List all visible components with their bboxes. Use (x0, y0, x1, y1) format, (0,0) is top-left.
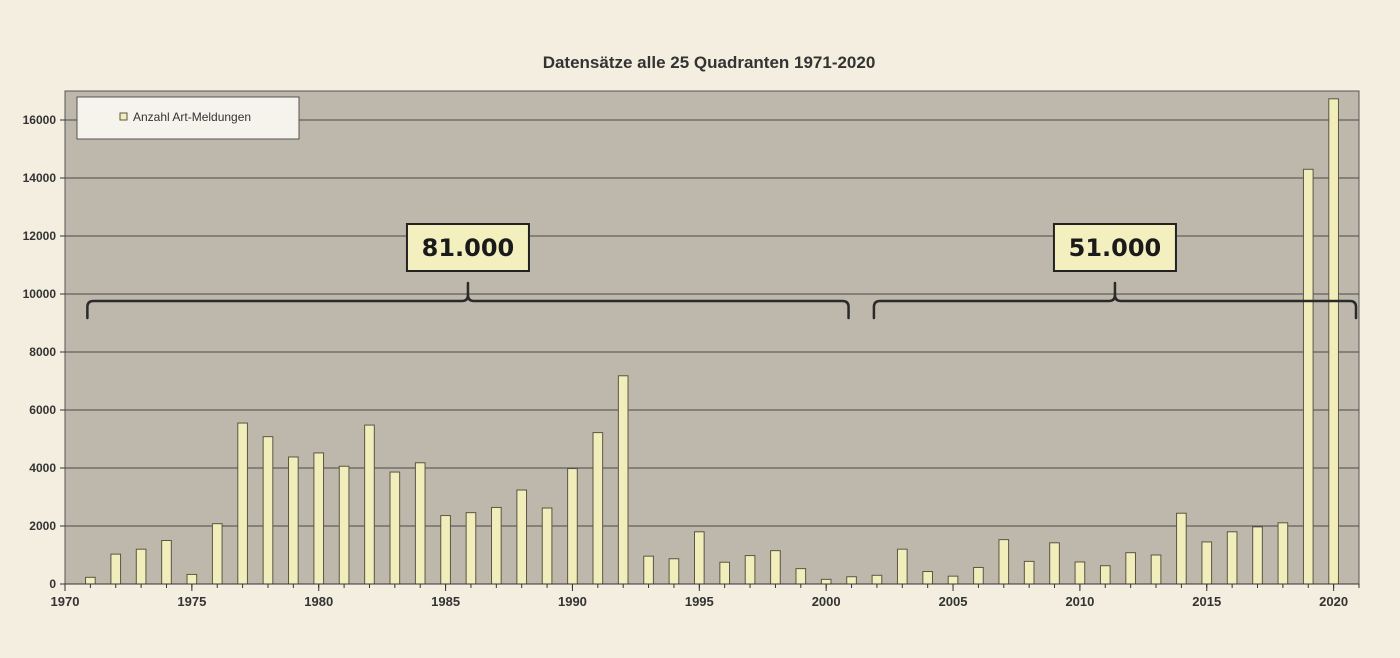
bar-2005 (947, 575, 959, 585)
bar-1972 (110, 553, 122, 585)
legend-swatch (119, 112, 128, 121)
y-tick-label: 16000 (23, 113, 57, 127)
annotation-brace-1 (872, 281, 1358, 320)
x-tick-label: 2000 (812, 594, 841, 609)
bar-2000 (820, 578, 832, 585)
bar-2020 (1328, 98, 1339, 585)
bar-1995 (693, 531, 705, 585)
bar-1997 (744, 555, 756, 585)
annotation-label-0: 81.000 (422, 234, 515, 262)
y-tick-label: 4000 (29, 461, 56, 475)
x-tick-label: 1980 (304, 594, 333, 609)
bar-2008 (1023, 560, 1035, 585)
legend: Anzahl Art-Meldungen (76, 96, 300, 140)
annotation-label-1: 51.000 (1069, 234, 1162, 262)
x-tick-label: 2015 (1192, 594, 1221, 609)
legend-box (76, 96, 300, 140)
bar-1986 (465, 512, 477, 585)
bar-2014 (1176, 512, 1187, 585)
bar-1998 (770, 550, 781, 585)
bar-2007 (998, 539, 1010, 585)
bar-1980 (313, 452, 325, 585)
bar-2019 (1302, 168, 1314, 585)
bar-1989 (541, 507, 553, 585)
bar-1999 (795, 568, 807, 585)
bar-2016 (1226, 531, 1238, 585)
chart-title: Datensätze alle 25 Quadranten 1971-2020 (543, 53, 876, 72)
y-tick-label: 10000 (23, 287, 57, 301)
bar-2004 (922, 571, 933, 585)
bar-1974 (161, 540, 172, 585)
bar-1978 (262, 436, 274, 585)
bar-1983 (389, 471, 401, 585)
bar-1991 (592, 432, 604, 585)
bar-2011 (1099, 565, 1111, 585)
bar-1982 (364, 424, 375, 585)
bar-1992 (617, 375, 629, 585)
y-tick-label: 2000 (29, 519, 56, 533)
bar-2006 (973, 566, 984, 585)
y-tick-label: 14000 (23, 171, 57, 185)
bar-1987 (491, 506, 502, 585)
axes: 0 2000 4000 6000 8000 10000 12000 14000 16000 197… (23, 113, 1360, 609)
bar-1973 (135, 548, 147, 585)
bar-2015 (1201, 541, 1213, 585)
bar-2001 (846, 576, 857, 585)
bar-2017 (1252, 526, 1263, 585)
gridlines (65, 119, 1359, 527)
bar-1979 (288, 456, 299, 585)
bar-1993 (643, 555, 654, 585)
y-tick-label: 8000 (29, 345, 56, 359)
bar-2002 (871, 574, 883, 585)
bar-1996 (719, 561, 731, 585)
bar-2003 (896, 548, 908, 585)
bar-1971 (85, 576, 96, 585)
x-tick-label: 1970 (51, 594, 80, 609)
x-tick-label: 1985 (431, 594, 460, 609)
x-tick-label: 2010 (1065, 594, 1094, 609)
annotation-box-1 (1052, 223, 1177, 272)
bar-1976 (211, 523, 223, 585)
bar-2018 (1277, 522, 1289, 585)
x-tick-label: 1975 (177, 594, 206, 609)
annotations: 81.000 51.000 (86, 223, 1358, 320)
bar-2013 (1150, 554, 1162, 585)
y-tick-label: 6000 (29, 403, 56, 417)
plot-area (64, 90, 1360, 585)
bar-2009 (1049, 542, 1060, 585)
bar-1975 (186, 573, 198, 585)
bar-2012 (1125, 552, 1136, 585)
bar-1988 (516, 489, 528, 585)
bar-1984 (414, 462, 426, 585)
bar-1985 (440, 515, 451, 585)
y-tick-label: 12000 (23, 229, 57, 243)
legend-label: Anzahl Art-Meldungen (133, 110, 251, 124)
annotation-brace-0 (86, 281, 850, 320)
bar-1981 (338, 465, 350, 585)
x-tick-label: 2005 (939, 594, 968, 609)
x-tick-label: 1995 (685, 594, 714, 609)
bar-1990 (567, 468, 578, 585)
x-tick-label: 2020 (1319, 594, 1348, 609)
annotation-box-0 (405, 223, 530, 272)
x-tick-label: 1990 (558, 594, 587, 609)
bar-1977 (237, 422, 248, 585)
bar-2010 (1074, 561, 1086, 585)
bar-1994 (668, 558, 680, 585)
y-tick-label: 0 (49, 577, 56, 591)
